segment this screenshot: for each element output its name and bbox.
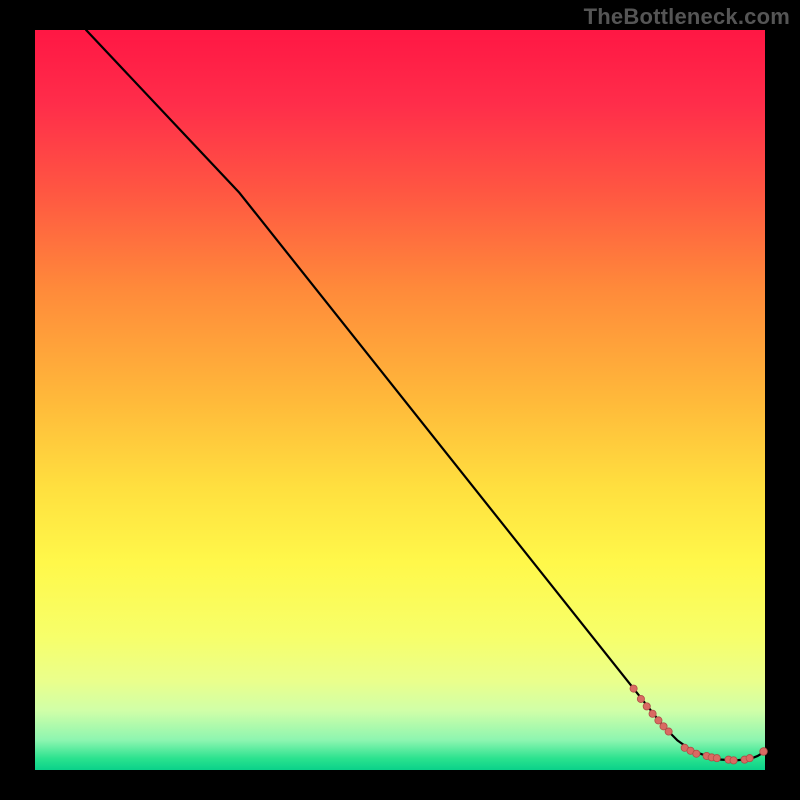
marker-dot [649, 710, 656, 717]
watermark-text: TheBottleneck.com [584, 4, 790, 30]
chart-svg [0, 0, 800, 800]
marker-dot [730, 757, 737, 764]
marker-dot [746, 755, 753, 762]
marker-dot [643, 703, 650, 710]
marker-dot [655, 717, 662, 724]
marker-dot [637, 695, 644, 702]
marker-dot [665, 728, 672, 735]
marker-dot [713, 755, 720, 762]
marker-dot [760, 748, 768, 756]
marker-dot [630, 685, 637, 692]
plot-bg [35, 30, 765, 770]
marker-dot [693, 750, 700, 757]
